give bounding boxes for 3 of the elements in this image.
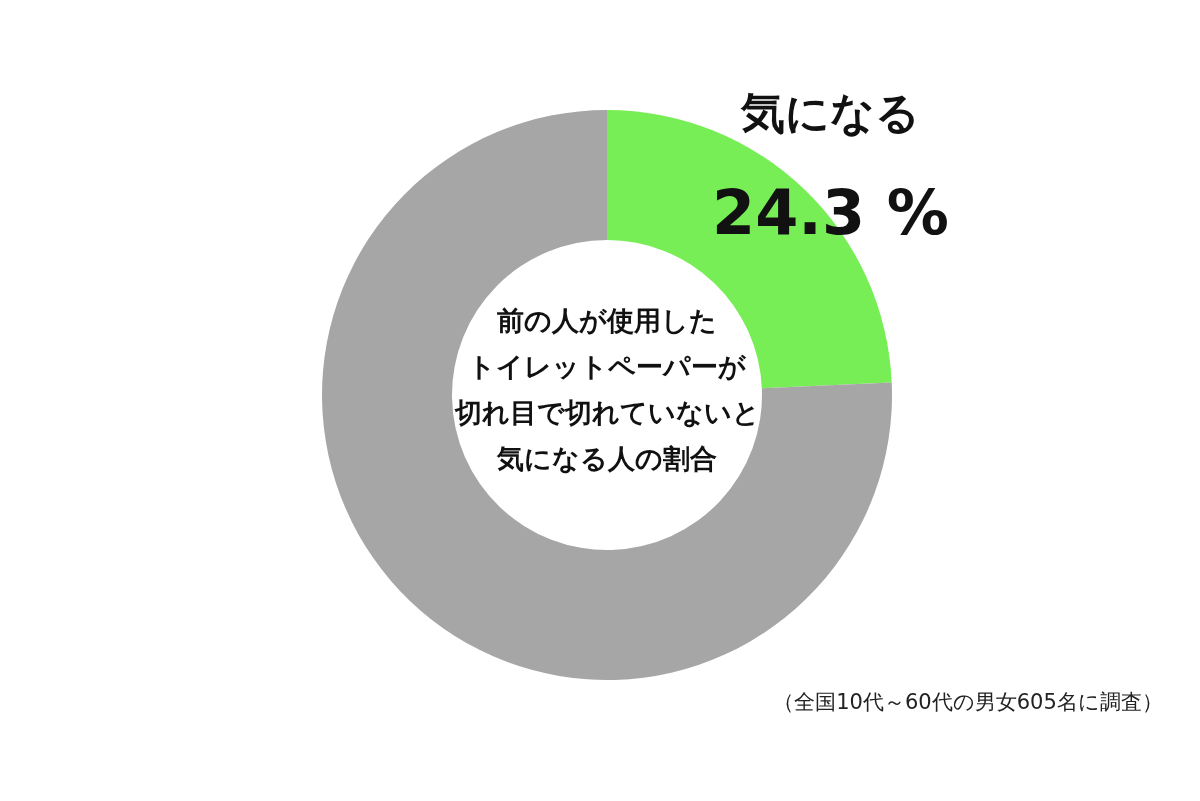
slice-label: 気になる: [739, 87, 920, 139]
text: （全国10代～60代の男女605名に調査）: [773, 690, 1163, 714]
text: 前の人が使用したトイレットペーパーが切れ目で切れていないと気になる人の割合: [453, 305, 760, 474]
